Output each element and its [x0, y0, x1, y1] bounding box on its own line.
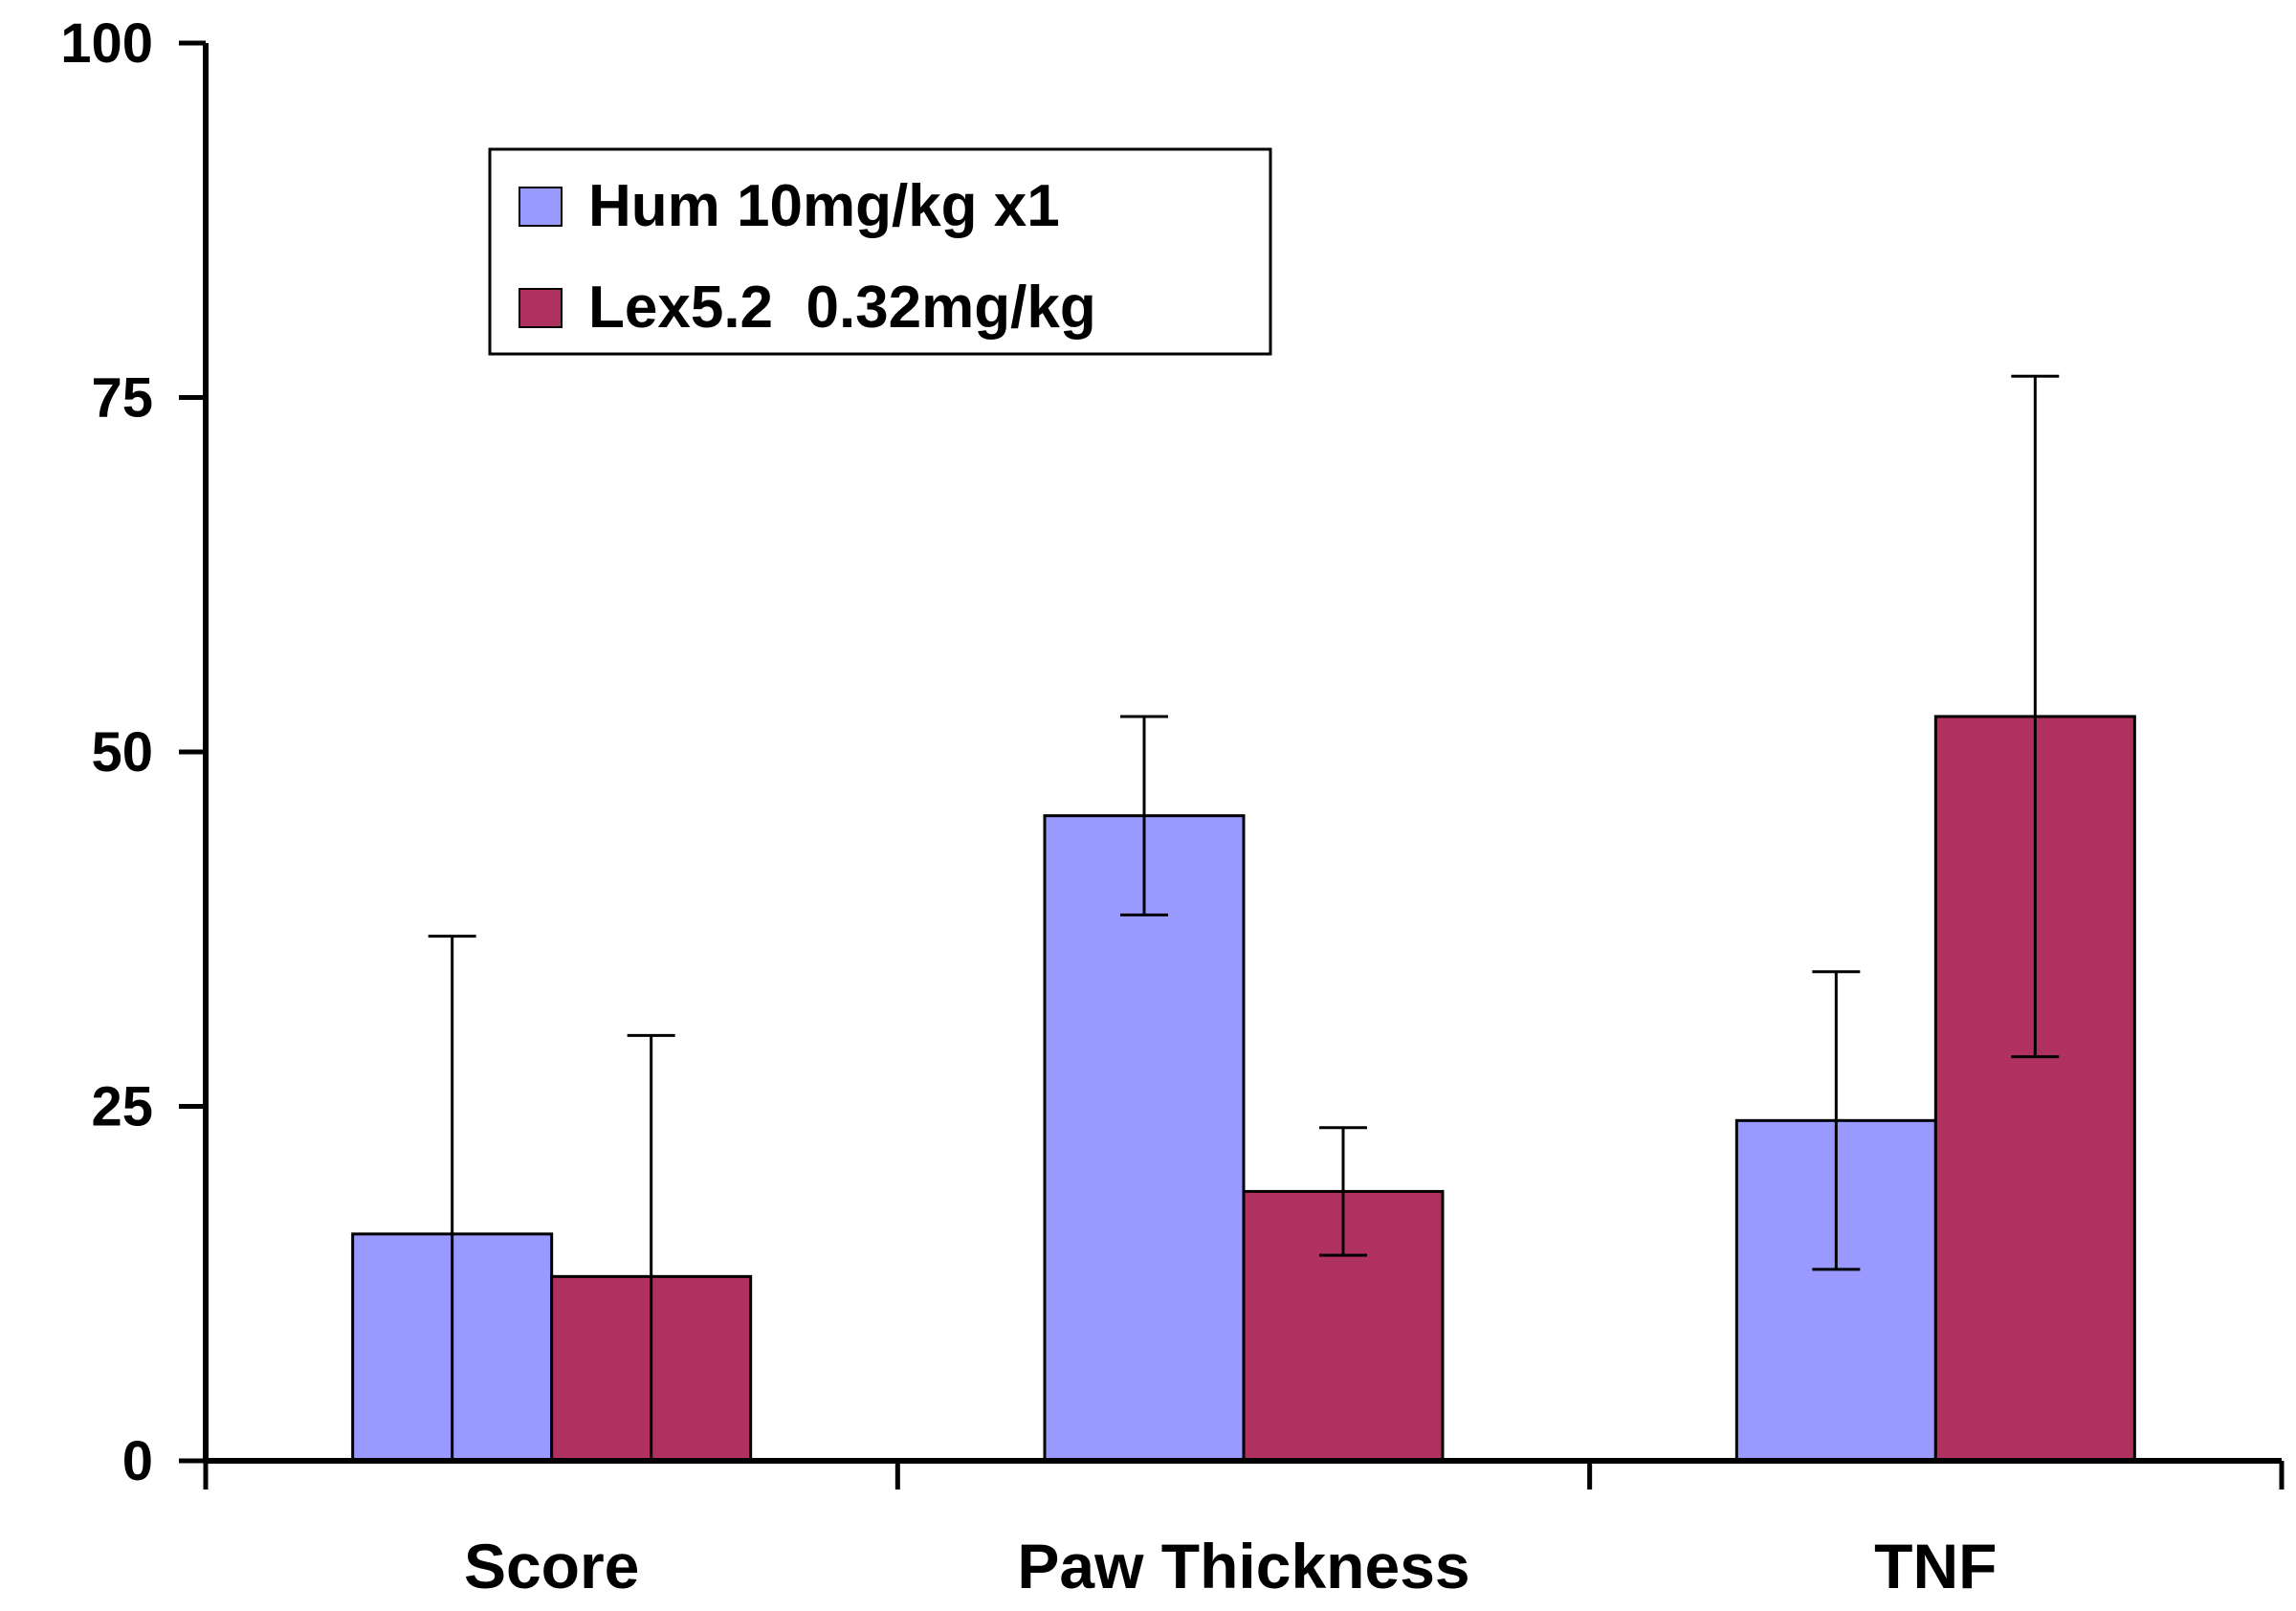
legend-label-hum: Hum 10mg/kg x1: [588, 173, 1060, 239]
legend: Hum 10mg/kg x1 Lex5.2 0.32mg/kg: [488, 147, 1272, 356]
x-category-labels: Score Paw Thickness TNF: [464, 1531, 1998, 1601]
legend-box: [488, 147, 1272, 356]
category-label-2: TNF: [1874, 1531, 1997, 1601]
y-tick-label-0: 0: [122, 1430, 153, 1492]
legend-swatch-hum: [519, 187, 563, 227]
legend-swatch-lex: [519, 288, 563, 328]
axes-layer: [179, 40, 2285, 1490]
y-tick-label-1: 25: [91, 1076, 153, 1138]
category-label-0: Score: [464, 1531, 639, 1601]
error-bars-layer: [428, 374, 2060, 1461]
bars-layer: [351, 715, 2136, 1463]
y-tick-label-3: 75: [91, 367, 153, 430]
y-tick-label-4: 100: [60, 12, 153, 75]
y-tick-label-2: 50: [91, 721, 153, 783]
category-label-1: Paw Thickness: [1017, 1531, 1469, 1601]
y-tick-labels: 0 25 50 75 100: [60, 12, 153, 1492]
legend-label-lex: Lex5.2 0.32mg/kg: [588, 275, 1096, 341]
